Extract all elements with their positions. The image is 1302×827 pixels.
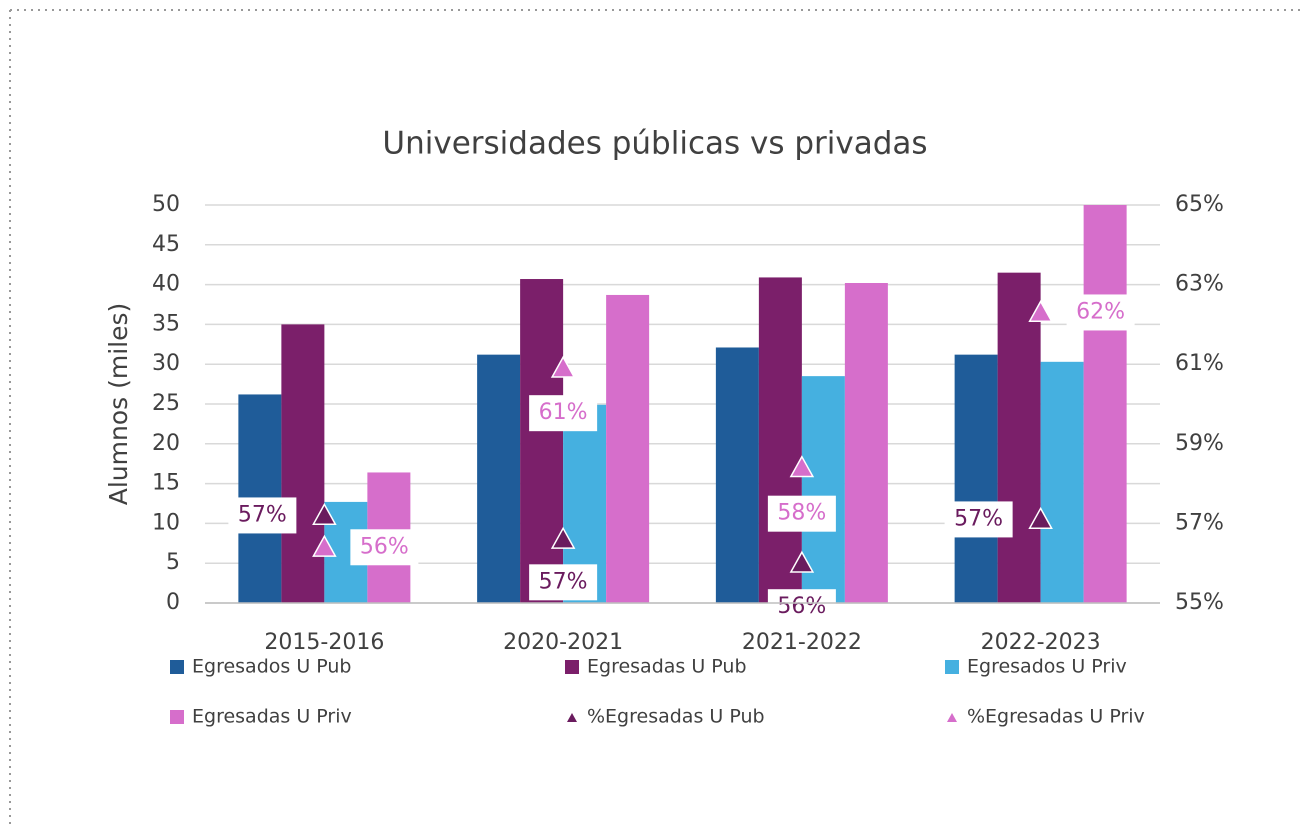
legend-label: Egresados U Pub (192, 656, 352, 678)
marker (789, 550, 815, 573)
legend-swatch (947, 713, 957, 722)
x-tick-label: 2021-2022 (742, 630, 862, 655)
y-tick-label: 5 (166, 550, 180, 575)
legend-swatch (170, 710, 184, 724)
y-tick-label: 20 (152, 431, 180, 456)
legend-label: Egresadas U Pub (587, 656, 747, 678)
marker (1028, 506, 1053, 529)
data-label-box (529, 395, 598, 432)
chart-title: Universidades públicas vs privadas (382, 126, 927, 162)
bar (997, 272, 1041, 603)
data-label: 57% (238, 502, 287, 527)
legend-swatch (565, 660, 579, 674)
y-tick-label: 25 (152, 391, 180, 416)
bar (477, 354, 521, 603)
marker (550, 526, 576, 549)
y2-tick-label: 55% (1175, 590, 1224, 615)
y2-tick-label: 65% (1175, 192, 1224, 217)
y2-tick-label: 59% (1175, 431, 1224, 456)
bar (758, 277, 802, 603)
marker (789, 455, 815, 478)
data-label-box (767, 495, 836, 532)
data-label: 61% (539, 400, 588, 425)
legend-label: Egresadas U Priv (192, 706, 352, 728)
marker (550, 355, 576, 378)
y-tick-label: 30 (152, 351, 180, 376)
y2-tick-label: 61% (1175, 351, 1224, 376)
data-label-box (350, 529, 419, 566)
data-label-box (1066, 294, 1135, 331)
marker (312, 502, 337, 525)
legend-label: %Egresadas U Priv (967, 706, 1145, 728)
data-label-box (944, 501, 1013, 538)
data-label: 57% (954, 506, 1003, 531)
data-label: 56% (777, 594, 826, 619)
data-label-box (228, 497, 297, 534)
y-tick-label: 15 (152, 471, 180, 496)
y2-tick-label: 63% (1175, 272, 1224, 297)
legend-label: Egresados U Priv (967, 656, 1127, 678)
y-tick-label: 35 (152, 311, 180, 336)
y2-tick-label: 57% (1175, 510, 1224, 535)
y-tick-label: 40 (152, 272, 180, 297)
legend-label: %Egresadas U Pub (587, 706, 765, 728)
data-label-box (767, 589, 836, 626)
marker (312, 534, 337, 557)
data-label-box (529, 564, 598, 601)
data-label: 58% (777, 501, 826, 526)
x-tick-label: 2015-2016 (264, 630, 384, 655)
y-tick-label: 0 (166, 590, 180, 615)
legend-swatch (567, 713, 577, 722)
bar (281, 324, 325, 603)
bar (954, 354, 998, 603)
data-label: 57% (539, 569, 588, 594)
legend-swatch (945, 660, 959, 674)
bar (1040, 361, 1084, 603)
y-tick-label: 10 (152, 510, 180, 535)
x-tick-label: 2020-2021 (503, 630, 623, 655)
y-tick-label: 45 (152, 232, 180, 257)
bar (1083, 205, 1127, 603)
legend-swatch (170, 660, 184, 674)
bar (606, 294, 650, 603)
marker (1028, 299, 1053, 323)
bar (715, 347, 759, 603)
bar (520, 279, 564, 603)
y-axis-label: Alumnos (miles) (104, 303, 133, 506)
x-tick-label: 2022-2023 (981, 630, 1101, 655)
data-label: 56% (360, 534, 409, 559)
bar (844, 283, 888, 603)
y-tick-label: 50 (152, 192, 180, 217)
data-label: 62% (1076, 299, 1125, 324)
